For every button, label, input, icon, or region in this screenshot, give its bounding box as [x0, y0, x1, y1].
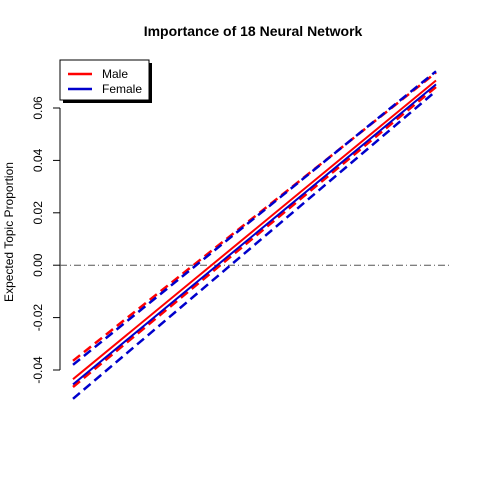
female-estimate-line: [72, 83, 437, 386]
chart-title: Importance of 18 Neural Network: [144, 23, 363, 39]
legend-box: [59, 59, 150, 101]
legend-label-male: Male: [102, 67, 128, 81]
series-group: [72, 70, 437, 400]
male-ci-upper-line: [72, 71, 437, 362]
legend-label-female: Female: [102, 82, 142, 96]
female-ci-upper-line: [72, 70, 437, 366]
y-tick-label: 0.02: [31, 201, 45, 225]
male-estimate-line: [72, 79, 437, 380]
y-tick-label: -0.04: [31, 356, 45, 384]
y-tick-label: 0.06: [31, 96, 45, 120]
y-tick-label: 0.00: [31, 253, 45, 277]
y-axis-label: Expected Topic Proportion: [2, 162, 16, 302]
male-ci-lower-line: [72, 86, 437, 388]
y-tick-label: -0.02: [31, 304, 45, 332]
female-ci-lower-line: [72, 90, 437, 400]
y-axis: -0.04 -0.02 0.00 0.02 0.04 0.06: [31, 96, 61, 384]
y-tick-label: 0.04: [31, 148, 45, 172]
